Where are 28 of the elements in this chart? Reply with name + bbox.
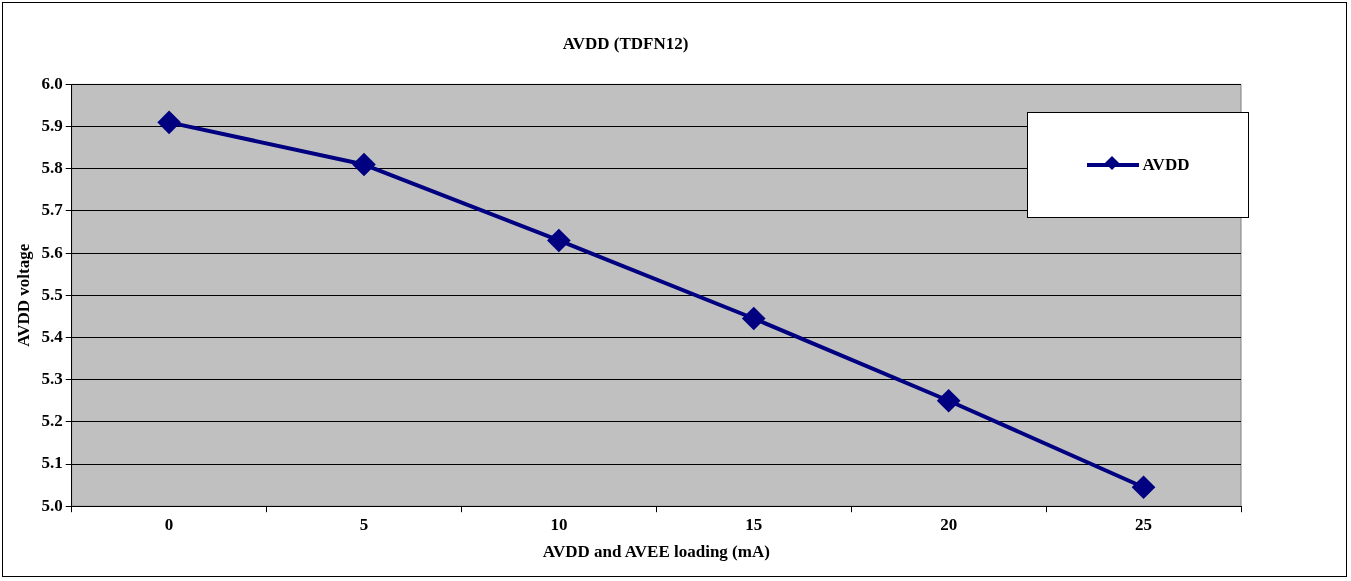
x-axis-title: AVDD and AVEE loading (mA)	[542, 542, 770, 562]
y-tick-label: 5.7	[41, 200, 64, 220]
y-tick-label: 5.3	[41, 369, 63, 389]
point	[352, 153, 375, 176]
y-axis-title: AVDD voltage	[13, 243, 33, 347]
y-tick-label: 5.8	[41, 158, 63, 178]
legend-panel: AVDD	[1027, 112, 1249, 219]
x-tick-label: 15	[745, 514, 763, 534]
x-tick-label: 5	[359, 514, 369, 534]
y-tick-label: 5.4	[41, 326, 64, 346]
x-tick-label: 20	[940, 514, 958, 534]
point	[1132, 476, 1155, 499]
y-tick-label: 5.0	[41, 495, 63, 515]
x-tick-label: 10	[550, 514, 568, 534]
y-tick-label: 6.0	[41, 73, 63, 93]
y-tick-label: 5.1	[41, 453, 63, 473]
legend-label: AVDD	[1142, 155, 1190, 176]
x-tick-label: 0	[164, 514, 174, 534]
chart-title: AVDD (TDFN12)	[562, 33, 689, 53]
x-tick-label: 25	[1135, 514, 1153, 534]
point	[742, 307, 765, 330]
point	[937, 389, 960, 412]
point	[158, 111, 181, 134]
y-tick-label: 5.9	[41, 115, 63, 135]
point	[547, 229, 570, 252]
y-tick-label: 5.5	[41, 284, 63, 304]
y-tick-label: 5.2	[41, 411, 63, 431]
y-tick-label: 5.6	[41, 242, 63, 262]
